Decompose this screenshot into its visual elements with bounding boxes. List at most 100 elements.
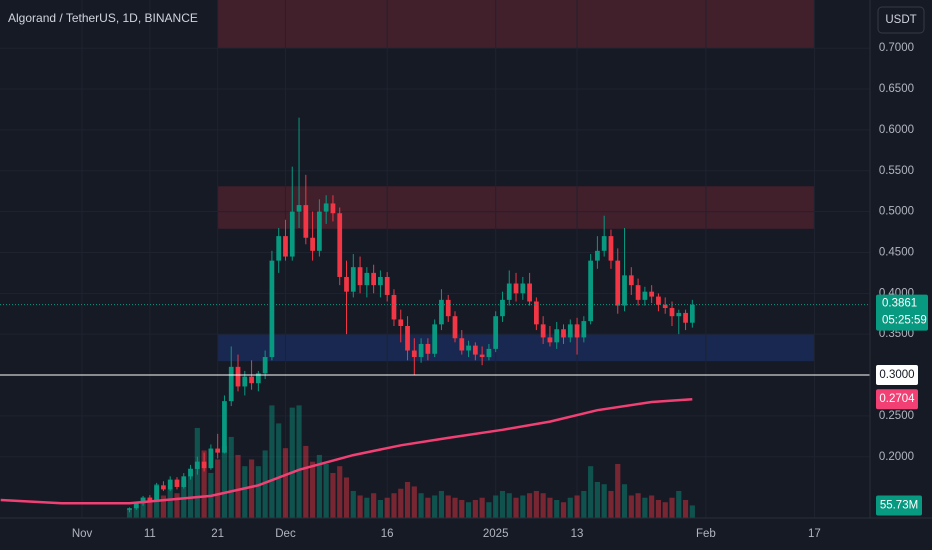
volume-bar <box>187 468 194 518</box>
volume-bar <box>628 495 634 518</box>
candle-body <box>405 325 410 351</box>
candle-body <box>222 401 227 453</box>
candle-body <box>161 485 166 490</box>
candle-body <box>595 250 600 261</box>
candle-body <box>669 308 675 317</box>
volume-bar <box>282 448 289 518</box>
volume-bar <box>255 466 261 518</box>
candle-body <box>689 304 695 323</box>
candle-body <box>581 321 587 338</box>
x-tick-label: Feb <box>696 528 716 540</box>
currency-label[interactable]: USDT <box>885 14 916 26</box>
x-tick-label: 21 <box>211 528 224 540</box>
y-tick-label: 0.6500 <box>879 83 914 95</box>
candle-body <box>228 366 234 402</box>
volume-bar <box>682 499 689 518</box>
candle-body <box>357 267 363 286</box>
candle-body <box>249 376 254 384</box>
volume-bar <box>689 505 695 518</box>
candle-body <box>676 312 682 317</box>
chart-title: Algorand / TetherUS, 1D, BINANCE <box>8 11 198 25</box>
volume-bar <box>662 502 668 518</box>
candle-body <box>493 316 499 349</box>
candle-body <box>479 354 485 358</box>
candle-body <box>317 211 322 251</box>
volume-bar <box>418 493 424 518</box>
candle-body <box>310 237 315 251</box>
volume-bar <box>438 490 445 518</box>
candle-body <box>303 205 309 238</box>
candle-body <box>269 260 275 358</box>
candle-body <box>459 338 465 351</box>
candle-body <box>506 283 512 300</box>
currency-button[interactable] <box>877 6 925 34</box>
volume-bar <box>513 497 519 518</box>
volume-bar <box>472 499 478 518</box>
volume-bar <box>269 405 275 518</box>
candle-body <box>276 236 282 261</box>
volume-bar <box>479 497 485 518</box>
candle-body <box>350 267 356 292</box>
volume-bar <box>452 497 458 518</box>
volume-bar <box>357 495 363 518</box>
candle-body <box>432 324 438 354</box>
ma-label: 0.2704 <box>879 393 915 405</box>
volume-bar <box>147 502 153 518</box>
candle-body <box>486 348 492 358</box>
x-tick-label: 2025 <box>483 528 509 540</box>
last-price-label: 0.3861 <box>882 298 917 310</box>
volume-bar <box>588 466 594 518</box>
candle-body <box>656 296 661 305</box>
ma-label-box <box>876 389 918 410</box>
candle-body <box>181 476 187 487</box>
candle-body <box>289 211 295 257</box>
volume-bar <box>235 454 241 518</box>
candle-body <box>466 345 471 351</box>
volume-bar <box>465 502 472 518</box>
volume-bar <box>337 466 343 518</box>
candle-body <box>513 283 519 294</box>
volume-bar <box>276 423 282 518</box>
volume-bar <box>445 495 451 518</box>
candle-body <box>215 448 221 453</box>
volume-bar <box>140 497 146 518</box>
candle-body <box>628 275 634 286</box>
volume-bar <box>174 493 180 518</box>
candle-body <box>255 373 261 384</box>
candle-body <box>344 276 349 292</box>
volume-bar <box>350 490 356 518</box>
candle-body <box>283 236 288 257</box>
candle-body <box>635 285 641 300</box>
volume-bar <box>377 499 383 518</box>
volume-bar <box>160 495 166 518</box>
y-tick-label: 0.2500 <box>879 410 914 422</box>
candle-body <box>439 299 444 325</box>
volume-bar <box>384 497 390 518</box>
candle-body <box>534 301 539 325</box>
candle-body <box>174 479 180 487</box>
candle-body <box>167 479 173 490</box>
volume-bar <box>398 488 404 518</box>
candle-body <box>540 324 546 338</box>
y-tick-label: 0.5000 <box>879 206 914 218</box>
candle-body <box>520 283 526 294</box>
volume-bar <box>642 497 648 518</box>
candle-body <box>411 350 417 358</box>
candle-body <box>133 503 139 509</box>
candle-body <box>337 213 343 277</box>
zone <box>217 334 815 362</box>
volume-bar <box>486 502 492 518</box>
y-tick-label: 0.7000 <box>879 42 914 54</box>
x-tick-label: 13 <box>571 528 584 540</box>
volume-bar <box>459 499 465 518</box>
volume-bar <box>574 495 580 518</box>
volume-bar <box>493 495 499 518</box>
candle-body <box>188 468 193 477</box>
volume-label: 55.73M <box>880 499 918 511</box>
candle-body <box>194 461 200 469</box>
volume-bar <box>296 405 302 518</box>
x-tick-label: 16 <box>381 528 394 540</box>
volume-bar <box>411 486 417 518</box>
candle-body <box>262 357 268 374</box>
